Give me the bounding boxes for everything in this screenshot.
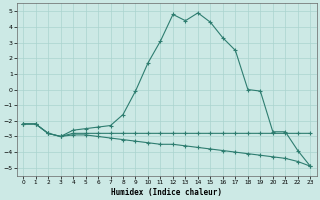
X-axis label: Humidex (Indice chaleur): Humidex (Indice chaleur) [111, 188, 222, 197]
